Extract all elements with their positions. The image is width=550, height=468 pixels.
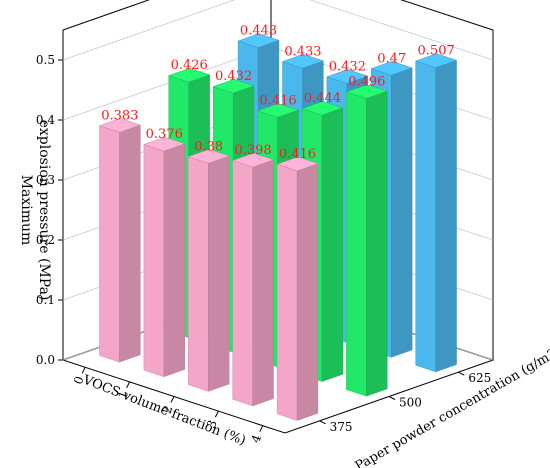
bar-top-face bbox=[98, 118, 142, 133]
data-label: 0.416 bbox=[279, 147, 316, 162]
x-tick-label: 2 bbox=[160, 404, 176, 416]
data-label: 0.47 bbox=[377, 51, 406, 66]
data-label: 0.398 bbox=[234, 143, 271, 158]
bar-side-face bbox=[296, 163, 319, 421]
bar-front-face bbox=[143, 144, 165, 378]
x-tick-label: 0 bbox=[71, 374, 87, 386]
data-label: 0.416 bbox=[259, 93, 296, 108]
bar-side-face bbox=[391, 67, 413, 358]
x-tick-label: 1 bbox=[115, 389, 131, 401]
bar-side-face bbox=[435, 59, 457, 373]
y-tick-label: 0.2 bbox=[36, 233, 55, 247]
data-label: 0.496 bbox=[348, 75, 385, 90]
bar-side-face bbox=[208, 155, 230, 392]
bar-375-1 bbox=[143, 136, 186, 378]
bar-375-2 bbox=[187, 149, 230, 392]
data-label: 0.432 bbox=[329, 59, 366, 74]
bar-top-face bbox=[326, 69, 369, 84]
y-tick-label: 0.3 bbox=[36, 173, 55, 187]
data-label: 0.433 bbox=[284, 44, 321, 59]
x-tick-label: 3 bbox=[204, 418, 220, 430]
x-tick-mark bbox=[214, 410, 219, 418]
bar-375-0 bbox=[98, 118, 142, 363]
bar-375-3 bbox=[231, 152, 275, 407]
x-tick-mark bbox=[81, 367, 86, 374]
data-label: 0.444 bbox=[304, 91, 341, 106]
bar-top-face bbox=[370, 61, 413, 76]
bar-side-face bbox=[163, 143, 185, 378]
data-label: 0.376 bbox=[146, 127, 183, 142]
bar-top-face bbox=[345, 84, 388, 99]
y-axis-label-line1: Maximum bbox=[18, 175, 34, 246]
bar-front-face bbox=[276, 163, 298, 421]
y-tick-label: 0.0 bbox=[36, 353, 55, 367]
bar-625-4 bbox=[414, 53, 458, 373]
bar-top-face bbox=[276, 156, 319, 172]
data-label: 0.38 bbox=[194, 139, 223, 154]
z-tick-mark bbox=[388, 396, 396, 400]
bar-side-face bbox=[119, 124, 141, 363]
bar-top-face bbox=[281, 54, 325, 69]
z-tick-mark bbox=[319, 420, 326, 425]
x-tick-mark bbox=[170, 396, 175, 403]
bar-top-face bbox=[301, 101, 344, 116]
bar-top-face bbox=[231, 152, 275, 168]
y-tick-label: 0.4 bbox=[36, 113, 55, 127]
y-tick-label: 0.5 bbox=[36, 53, 55, 67]
bar-side-face bbox=[366, 90, 388, 397]
y-axis-label-line2: explosion pressure (MPa) bbox=[36, 120, 52, 301]
bar-375-4 bbox=[276, 156, 319, 421]
x-tick-mark bbox=[126, 381, 131, 389]
bar-top-face bbox=[168, 68, 211, 83]
y-tick-label: 0.1 bbox=[36, 293, 55, 307]
z-tick-label: 500 bbox=[399, 396, 422, 410]
x-tick-mark bbox=[259, 425, 264, 432]
data-label: 0.507 bbox=[418, 44, 455, 59]
chart-bars bbox=[98, 33, 458, 421]
bar-side-face bbox=[252, 159, 274, 407]
bar-front-face bbox=[346, 91, 367, 397]
chart-data-labels: 0.443 0.433 0.432 0.47 0.507 0.426 0.432 0.416 0… bbox=[101, 24, 454, 162]
data-label: 0.432 bbox=[215, 69, 252, 84]
bar-front-face bbox=[99, 125, 120, 363]
z-tick-label: 375 bbox=[330, 420, 353, 434]
data-label: 0.426 bbox=[171, 58, 208, 73]
chart-ticks: 0.0 0.1 0.2 0.3 0.4 0.5 0 1 2 3 4 375 500 625 bbox=[36, 53, 491, 445]
y-gridline bbox=[62, 0, 494, 61]
z-tick-label: 625 bbox=[468, 371, 491, 385]
bar-500-4 bbox=[345, 84, 388, 397]
bar-top-face bbox=[414, 53, 458, 68]
bar-top-face bbox=[187, 149, 230, 164]
bar-side-face bbox=[321, 107, 344, 382]
bar-top-face bbox=[212, 79, 255, 94]
data-label: 0.383 bbox=[101, 108, 138, 123]
bar-front-face bbox=[232, 160, 253, 407]
bar-front-face bbox=[415, 60, 436, 373]
z-tick-mark bbox=[458, 371, 465, 376]
data-label: 0.443 bbox=[240, 24, 277, 39]
bar-top-face bbox=[237, 33, 280, 48]
bar-front-face bbox=[188, 156, 209, 392]
x-tick-label: 4 bbox=[248, 432, 264, 444]
bar-top-face bbox=[143, 136, 186, 152]
bar-top-face bbox=[256, 103, 300, 118]
